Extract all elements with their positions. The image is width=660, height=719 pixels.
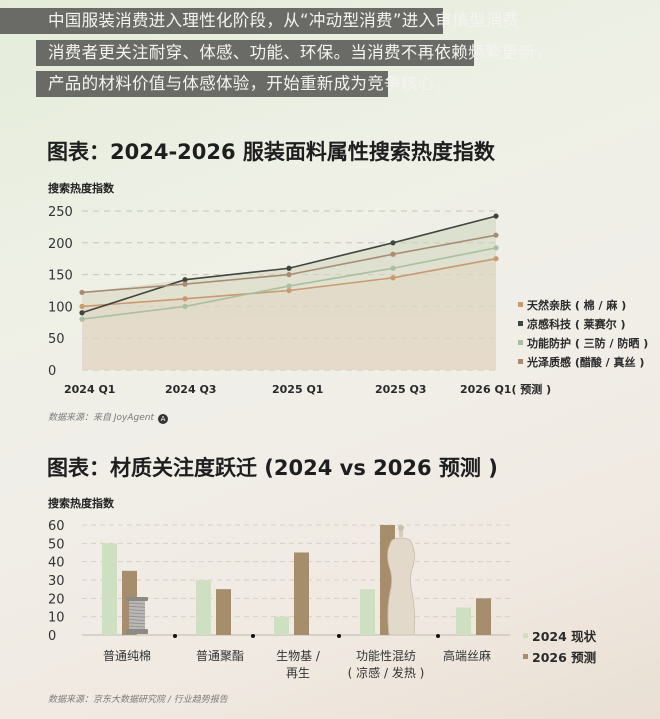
data-point [493,245,499,251]
data-point [493,256,499,262]
legend-label: 2024 现状 [532,629,597,644]
svg-text:普通纯棉: 普通纯棉 [103,649,151,663]
legend-item: 天然亲肤 ( 棉 / 麻 ) [518,295,648,314]
svg-text:50: 50 [48,537,65,552]
bar [274,616,289,635]
bar [294,552,309,635]
legend-item: 功能防护 ( 三防 / 防晒 ) [518,333,648,352]
joyagent-logo-icon: A [158,414,168,424]
data-point [79,310,85,316]
svg-text:100: 100 [48,300,73,315]
svg-text:2024 Q3: 2024 Q3 [165,383,216,396]
bar-chart-title: 图表：材质关注度跃迁 (2024 vs 2026 预测 ) [47,456,498,480]
line-chart: 0 50 100 150 200 250 2024 Q1 2024 Q3 2025 Q1 2025… [48,205,551,396]
data-point [390,265,396,271]
bar [102,543,117,635]
bar [196,580,211,635]
svg-text:功能性混纺: 功能性混纺 [356,649,416,663]
bar [456,607,471,635]
legend-swatch-icon [518,321,523,326]
data-point [286,272,292,278]
legend-item: 光泽质感 (醋酸 / 真丝 ) [518,352,648,371]
svg-text:2025 Q1: 2025 Q1 [272,383,323,396]
data-point [182,296,188,302]
line-chart-source: 数据来源：来自 JoyAgent A [48,410,168,424]
svg-text:150: 150 [48,269,73,284]
data-point [390,251,396,257]
data-point [286,287,292,294]
data-point [182,277,188,283]
bar [360,589,375,635]
svg-text:生物基 /: 生物基 / [276,649,321,663]
line-chart-source-text: 数据来源：来自 JoyAgent [48,413,154,423]
bar-chart-y-label: 搜索热度指数 [48,497,114,510]
svg-text:30: 30 [48,574,65,589]
svg-text:200: 200 [48,237,73,252]
svg-text:250: 250 [48,205,73,220]
data-point [286,265,292,271]
legend-swatch-icon [523,633,528,638]
data-point [286,283,292,289]
data-point [79,303,85,309]
intro-line-3: 产品的材料价值与体感体验，开始重新成为竞争核心。 [36,71,451,97]
legend-label: 天然亲肤 ( 棉 / 麻 ) [527,298,627,312]
svg-text:0: 0 [48,364,56,379]
bar-chart-legend: 2024 现状 2026 预测 [523,625,596,667]
intro-line-2: 消费者更关注耐穿、体感、功能、环保。当消费不再依赖频繁更新， [36,40,552,66]
svg-text:( 凉感 / 发热 ): ( 凉感 / 发热 ) [348,665,425,680]
svg-text:50: 50 [48,332,65,347]
data-point [390,240,396,246]
svg-text:10: 10 [48,611,65,626]
legend-label: 光泽质感 (醋酸 / 真丝 ) [527,355,645,369]
data-point [182,303,188,309]
data-point [493,232,499,238]
legend-label: 2026 预测 [532,650,597,665]
data-point [390,275,396,281]
data-point [493,213,499,219]
mannequin-icon [387,525,415,636]
legend-swatch-icon [518,359,523,364]
svg-text:2026 Q1( 预测 ): 2026 Q1( 预测 ) [460,382,551,396]
line-chart-y-label: 搜索热度指数 [48,182,114,195]
svg-text:40: 40 [48,556,65,571]
svg-text:20: 20 [48,592,65,607]
data-point [79,316,85,322]
data-point [79,289,85,296]
legend-item: 凉感科技 ( 莱赛尔 ) [518,314,648,333]
legend-label: 功能防护 ( 三防 / 防晒 ) [527,336,649,350]
thread-spool-icon [126,597,148,634]
bar [216,589,231,635]
svg-text:2024 Q1: 2024 Q1 [64,383,115,396]
line-chart-title: 图表：2024-2026 服装面料属性搜索热度指数 [47,140,495,164]
legend-swatch-icon [518,340,523,345]
legend-label: 凉感科技 ( 莱赛尔 ) [527,317,626,331]
data-point [182,281,188,287]
bar-chart: 0 10 20 30 40 50 60 普通纯棉 普通聚酯 生物基 / 再生 功能性混纺 ( 凉感 / … [48,519,510,680]
svg-text:普通聚酯: 普通聚酯 [196,649,244,663]
legend-swatch-icon [518,302,523,307]
bar [476,598,491,635]
bar-chart-source: 数据来源：京东大数据研究院 / 行业趋势报告 [48,695,228,705]
svg-text:再生: 再生 [286,666,310,680]
svg-text:高端丝麻: 高端丝麻 [443,648,491,663]
intro-line-1: 中国服装消费进入理性化阶段，从“冲动型消费”进入审慎型消费 [0,8,519,34]
svg-text:2025 Q3: 2025 Q3 [375,383,426,396]
legend-swatch-icon [523,654,528,659]
line-chart-legend: 天然亲肤 ( 棉 / 麻 ) 凉感科技 ( 莱赛尔 ) 功能防护 ( 三防 / 防晒… [518,295,648,371]
svg-text:60: 60 [48,519,65,534]
legend-item: 2024 现状 [523,625,596,646]
legend-item: 2026 预测 [523,646,596,667]
svg-text:0: 0 [48,629,56,644]
